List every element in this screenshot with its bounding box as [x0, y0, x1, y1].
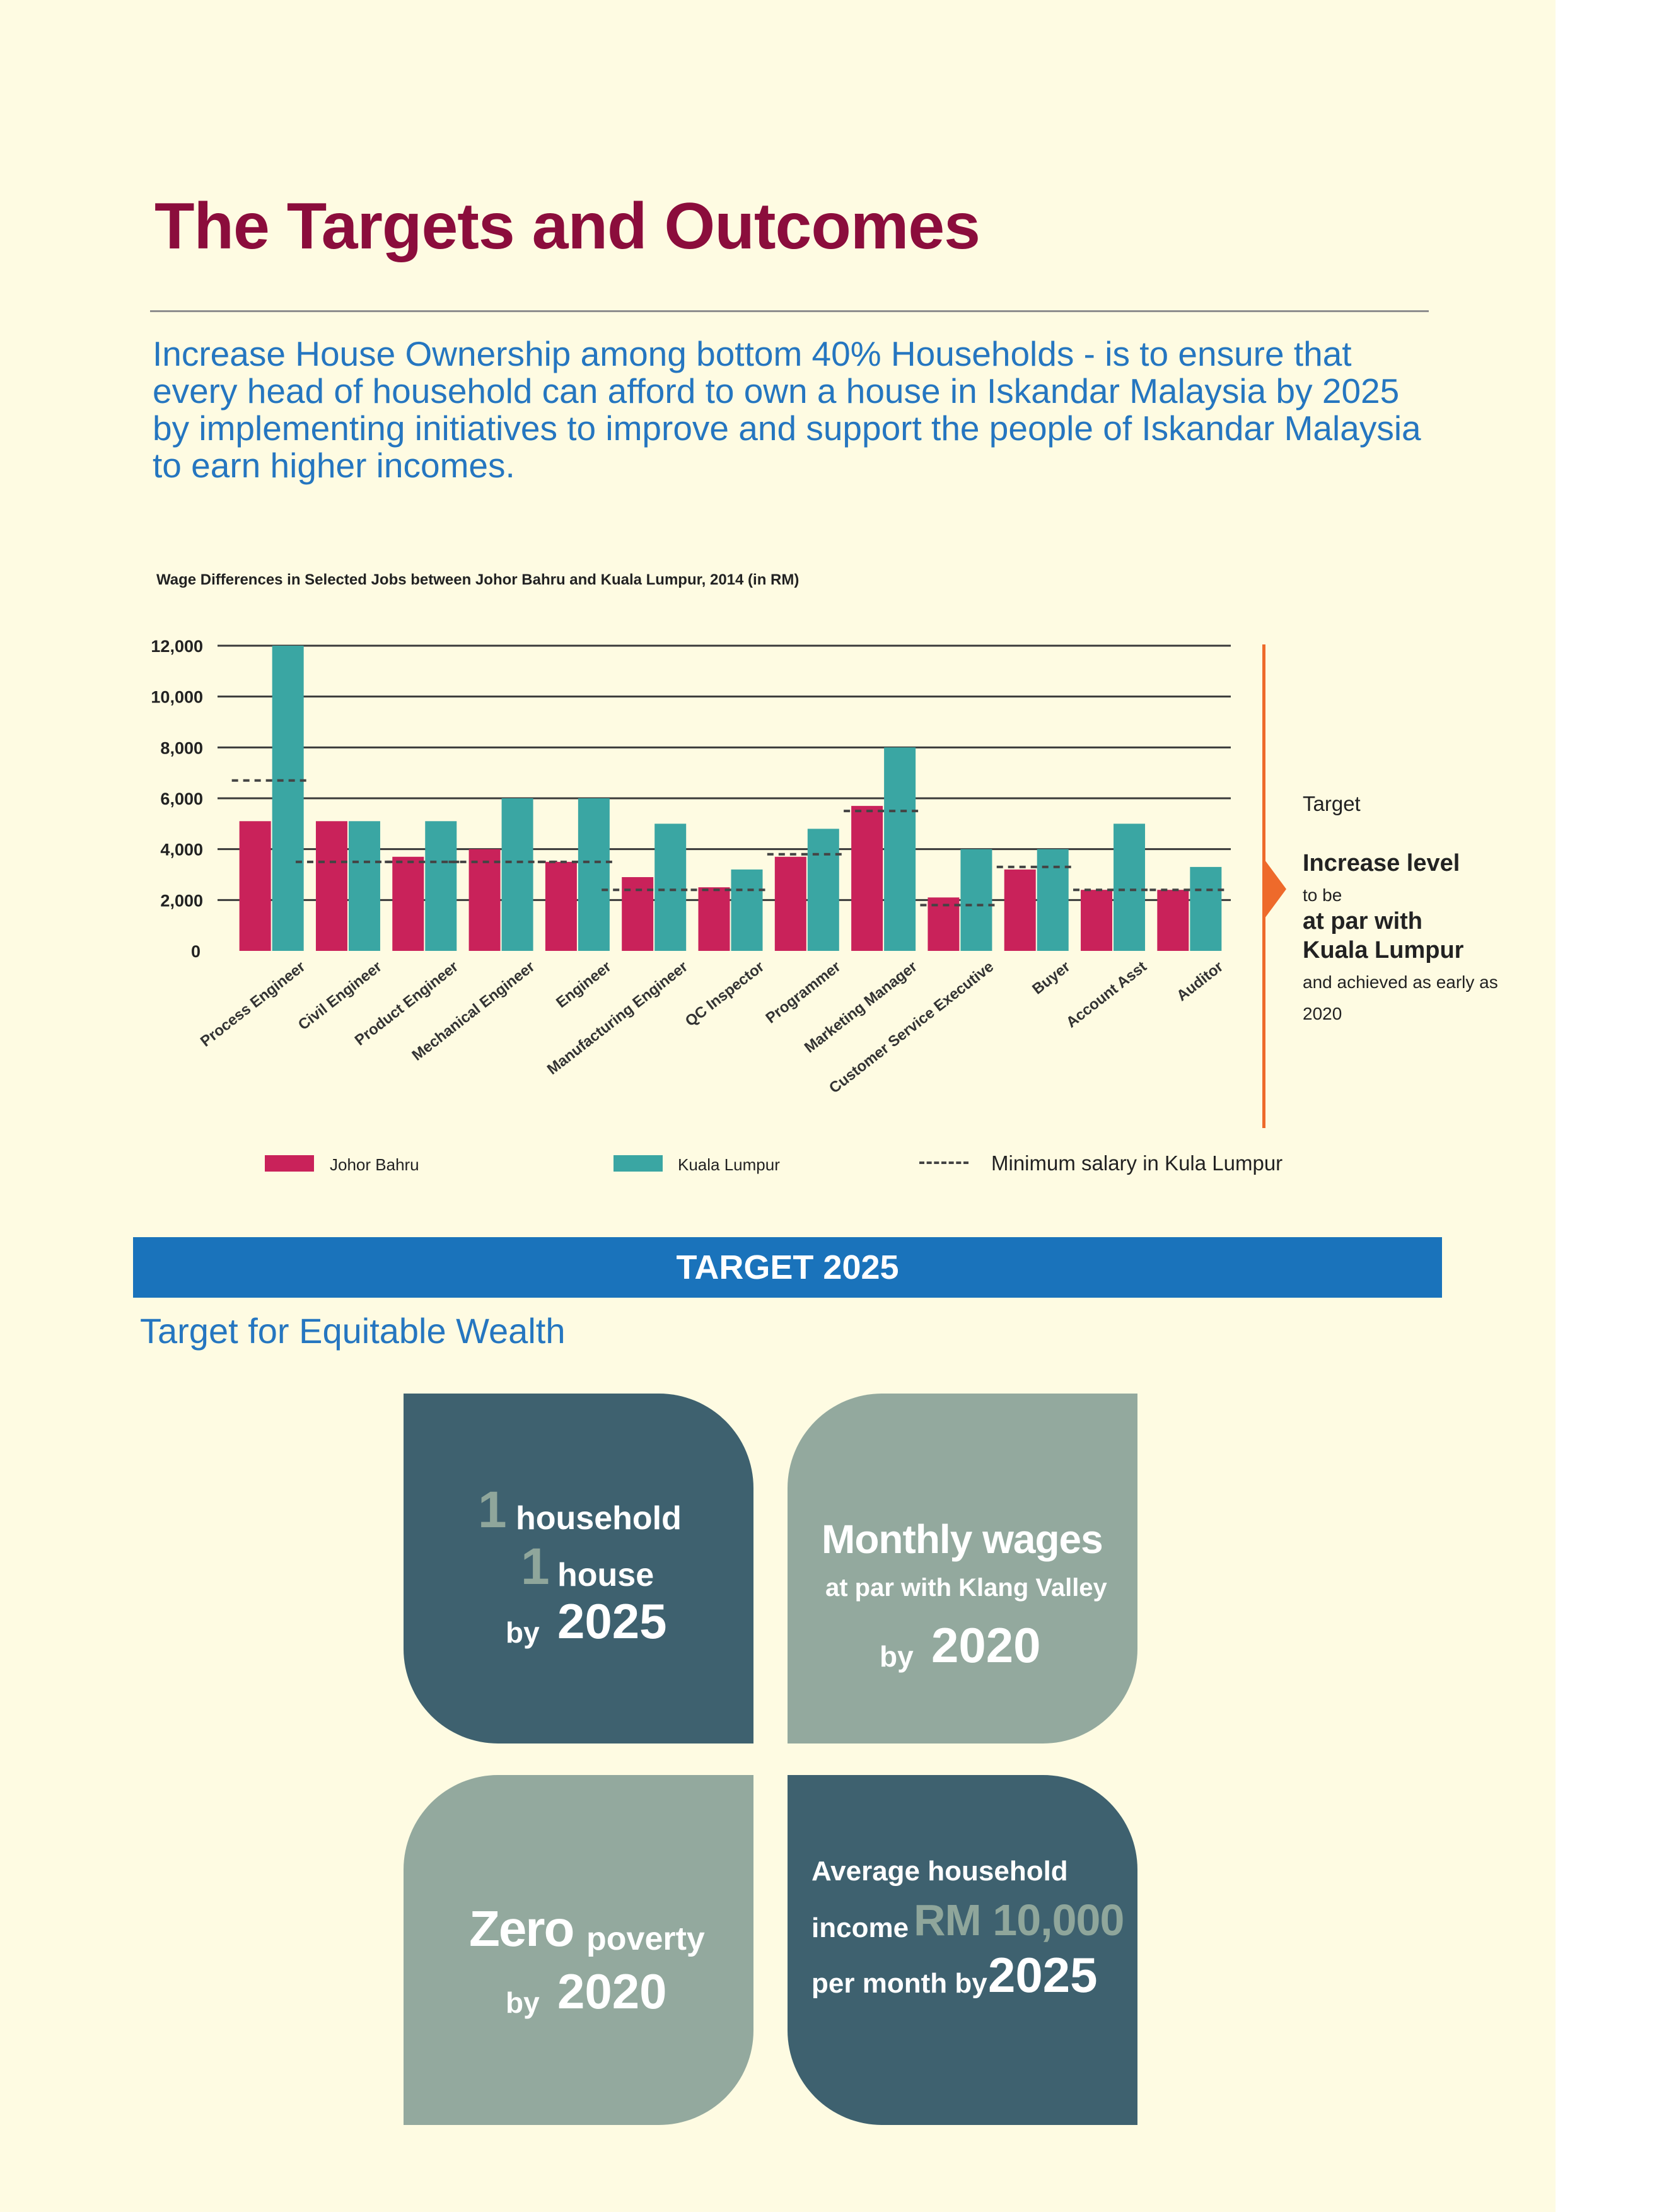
- target-line-6: 2020: [1303, 1004, 1342, 1023]
- tile-monthly-wages-title: Monthly wages: [822, 1516, 1103, 1562]
- bar-kuala-lumpur: [1037, 849, 1069, 951]
- bar-kuala-lumpur: [425, 821, 457, 951]
- tile-by: by: [880, 1640, 914, 1673]
- y-tick-label: 8,000: [160, 738, 203, 757]
- arrow-right-icon: [1265, 860, 1286, 918]
- page: The Targets and Outcomes Increase House …: [0, 0, 1556, 2212]
- bar-johor-bahru: [851, 806, 883, 951]
- bar-kuala-lumpur: [1190, 866, 1222, 951]
- bar-johor-bahru: [1157, 890, 1189, 951]
- tile-amount: RM 10,000: [914, 1895, 1124, 1945]
- tile-avg-household: Average household: [811, 1856, 1068, 1887]
- tile-by: by: [506, 1616, 540, 1649]
- tile-by: by: [506, 1986, 540, 2019]
- legend-swatch-kl: [614, 1155, 663, 1172]
- x-tick-label: Mechanical Engineer: [409, 958, 538, 1064]
- tile-household-house: 1 household 1 house by 2025: [404, 1394, 753, 1743]
- target-divider: [1262, 644, 1265, 1128]
- tile-year: 2025: [557, 1593, 667, 1649]
- tile-number-1b: 1: [521, 1538, 550, 1595]
- intro-paragraph: Increase House Ownership among bottom 40…: [153, 334, 1421, 485]
- bar-kuala-lumpur: [654, 824, 687, 951]
- x-tick-label: QC Inspector: [682, 958, 767, 1030]
- x-tick-label: Auditor: [1173, 958, 1226, 1004]
- x-tick-label: Account Asst: [1063, 958, 1150, 1031]
- tile-average-income: Average household income RM 10,000 per m…: [788, 1775, 1137, 2125]
- bar-kuala-lumpur: [1114, 824, 1146, 951]
- tile-year: 2025: [988, 1947, 1098, 2003]
- legend-label-min: Minimum salary in Kula Lumpur: [991, 1151, 1283, 1175]
- tile-income: income: [811, 1912, 909, 1943]
- bar-kuala-lumpur: [578, 798, 610, 951]
- bar-kuala-lumpur: [960, 849, 992, 951]
- wage-chart: 0 2,000 4,000 6,000 8,000 10,000 12,000 Process…: [151, 637, 1231, 1097]
- y-tick-label: 2,000: [160, 891, 203, 910]
- target-banner: TARGET 2025: [133, 1237, 1442, 1298]
- chart-title: Wage Differences in Selected Jobs betwee…: [156, 571, 800, 588]
- tile-word-house: house: [557, 1557, 654, 1593]
- bar-kuala-lumpur: [807, 829, 839, 951]
- bar-johor-bahru: [315, 821, 347, 951]
- target-line-4: Kuala Lumpur: [1303, 937, 1464, 963]
- y-tick-label: 6,000: [160, 789, 203, 808]
- x-tick-label: Customer Service Executive: [826, 958, 997, 1097]
- target-line-5: and achieved as early as: [1303, 972, 1498, 992]
- tile-year: 2020: [931, 1617, 1041, 1673]
- tile-number-1: 1: [478, 1481, 507, 1539]
- x-tick-label: Manufacturing Engineer: [544, 958, 691, 1078]
- x-tick-label: Engineer: [553, 958, 615, 1011]
- bar-kuala-lumpur: [731, 869, 763, 951]
- tile-klang-valley: at par with Klang Valley: [825, 1574, 1107, 1602]
- tile-monthly-wages: Monthly wages at par with Klang Valley b…: [788, 1394, 1137, 1743]
- tile-word-household: household: [516, 1500, 682, 1537]
- bar-johor-bahru: [392, 856, 424, 951]
- divider: [150, 310, 1429, 312]
- bar-johor-bahru: [1081, 890, 1113, 951]
- page-title: The Targets and Outcomes: [154, 190, 980, 263]
- tile-poverty: poverty: [586, 1921, 705, 1957]
- section-subheading: Target for Equitable Wealth: [140, 1311, 566, 1351]
- target-line-2: to be: [1303, 885, 1342, 905]
- bar-kuala-lumpur: [501, 798, 533, 951]
- y-tick-label: 12,000: [151, 637, 203, 656]
- bar-johor-bahru: [622, 877, 654, 951]
- bar-johor-bahru: [545, 861, 577, 951]
- tile-zero-poverty: Zero poverty by 2020: [404, 1775, 753, 2125]
- bar-johor-bahru: [468, 849, 501, 951]
- bar-kuala-lumpur: [272, 646, 304, 951]
- target-line-3: at par with: [1303, 908, 1423, 934]
- target-line-1: Increase level: [1303, 850, 1460, 876]
- bar-johor-bahru: [1004, 869, 1036, 951]
- bar-johor-bahru: [239, 821, 271, 951]
- bar-kuala-lumpur: [348, 821, 380, 951]
- y-tick-label: 4,000: [160, 841, 203, 859]
- bar-kuala-lumpur: [884, 747, 916, 951]
- target-label: Target: [1303, 792, 1361, 815]
- x-tick-label: Programmer: [762, 958, 844, 1027]
- y-tick-label: 10,000: [151, 688, 203, 707]
- y-tick-label: 0: [191, 942, 201, 961]
- legend-dash-line: [919, 1161, 968, 1164]
- legend-label-kl: Kuala Lumpur: [678, 1155, 780, 1174]
- bar-johor-bahru: [698, 887, 730, 951]
- x-tick-label: Buyer: [1029, 958, 1073, 998]
- legend-swatch-johor: [265, 1155, 314, 1172]
- tile-year: 2020: [557, 1964, 667, 2019]
- legend-label-johor: Johor Bahru: [330, 1155, 419, 1174]
- x-tick-label: Process Engineer: [197, 958, 308, 1050]
- bar-johor-bahru: [774, 856, 806, 951]
- tile-zero: Zero: [469, 1901, 574, 1957]
- bar-johor-bahru: [928, 897, 960, 951]
- tile-per-month: per month by: [811, 1968, 987, 1999]
